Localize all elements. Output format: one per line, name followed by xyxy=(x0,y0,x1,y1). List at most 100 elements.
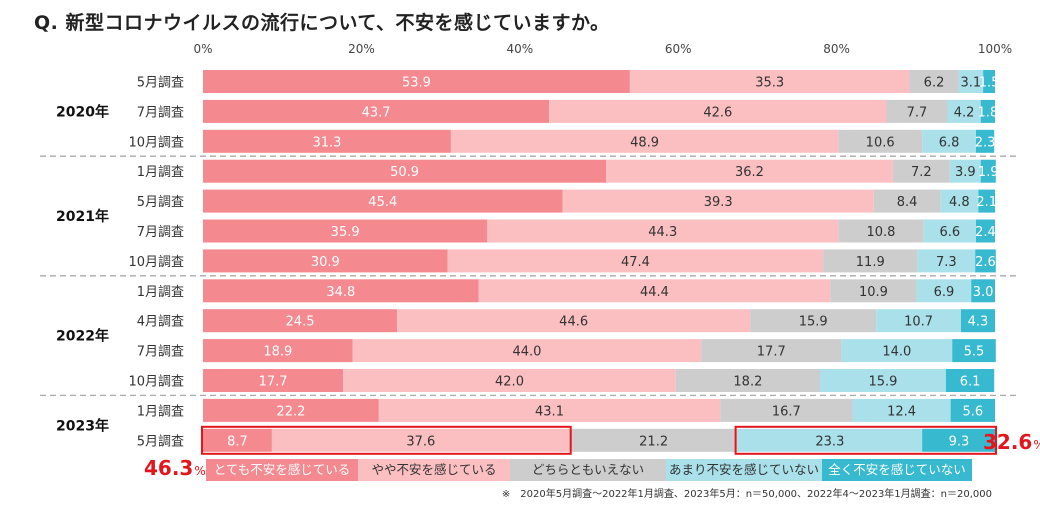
summary-anxious-value: 46.3 xyxy=(144,456,194,480)
bar-segment xyxy=(975,249,996,273)
data-label: 12.4 xyxy=(887,404,916,419)
data-label: 53.9 xyxy=(402,76,431,91)
bar-segment xyxy=(203,428,272,452)
data-label: 8.4 xyxy=(897,195,918,210)
data-label: 45.4 xyxy=(368,195,397,210)
group-year-label: 2022年 xyxy=(56,328,109,345)
bar-segment xyxy=(960,309,995,333)
data-label: 1.9 xyxy=(978,165,999,180)
data-label: 9.3 xyxy=(949,434,970,449)
group-year-label: 2023年 xyxy=(56,417,109,434)
bar-segment xyxy=(549,99,887,123)
bar-segment xyxy=(980,99,995,123)
row-label: 5月調査 xyxy=(137,434,184,449)
row-label: 1月調査 xyxy=(137,285,184,300)
row-label: 5月調査 xyxy=(137,195,184,210)
data-label: 11.9 xyxy=(856,255,885,270)
data-label: 4.2 xyxy=(954,105,975,120)
data-label: 50.9 xyxy=(390,165,419,180)
bar-segment xyxy=(945,369,995,392)
legend-item-not-anxious-at-all: 全く不安を感じていない xyxy=(822,459,972,481)
summary-not-anxious: 32.6% xyxy=(983,430,1040,454)
bar-segment xyxy=(203,309,398,333)
data-label: 4.3 xyxy=(968,315,989,330)
bar-segment xyxy=(675,369,820,392)
bar-segment xyxy=(852,398,951,422)
bar-segment xyxy=(203,189,563,213)
data-label: 18.2 xyxy=(733,375,762,390)
highlight-box-anxious xyxy=(201,425,572,455)
data-label: 17.7 xyxy=(259,375,288,390)
bar-segment xyxy=(562,189,874,213)
data-label: 36.2 xyxy=(735,165,764,180)
x-tick-label: 20% xyxy=(348,42,375,56)
x-tick-label: 0% xyxy=(193,42,212,56)
summary-not-anxious-value: 32.6 xyxy=(983,430,1033,454)
data-label: 31.3 xyxy=(312,135,341,150)
data-label: 44.3 xyxy=(648,225,677,240)
data-label: 44.4 xyxy=(640,285,669,300)
bar-segment xyxy=(876,309,961,333)
data-label: 10.7 xyxy=(904,315,933,330)
data-label: 47.4 xyxy=(621,255,650,270)
bar-segment xyxy=(923,219,976,243)
row-label: 7月調査 xyxy=(137,345,184,360)
bar-segment xyxy=(940,189,979,213)
data-label: 23.3 xyxy=(815,434,844,449)
data-label: 5.6 xyxy=(962,404,983,419)
data-label: 43.7 xyxy=(362,105,391,120)
data-label: 10.8 xyxy=(866,225,895,240)
data-label: 15.9 xyxy=(799,315,828,330)
summary-anxious: 46.3% xyxy=(144,456,206,480)
data-label: 1.8 xyxy=(978,105,999,120)
x-tick-label: 60% xyxy=(665,42,692,56)
data-label: 24.5 xyxy=(286,315,315,330)
row-label: 10月調査 xyxy=(128,135,184,150)
row-label: 7月調査 xyxy=(137,225,184,240)
bar-segment xyxy=(892,159,950,183)
bar-segment xyxy=(629,70,910,93)
data-label: 4.8 xyxy=(949,195,970,210)
bar-segment xyxy=(720,398,853,422)
bar-segment xyxy=(958,70,984,93)
legend-item-not-very-anxious: あまり不安を感じていない xyxy=(666,459,822,481)
data-label: 7.2 xyxy=(911,165,932,180)
data-label: 2.6 xyxy=(975,255,996,270)
data-label: 21.2 xyxy=(639,434,668,449)
bar-segment xyxy=(271,428,570,452)
row-label: 10月調査 xyxy=(128,375,184,390)
bar-segment xyxy=(949,159,981,183)
bar-segment xyxy=(975,129,995,153)
bar-segment xyxy=(606,159,893,183)
data-label: 39.3 xyxy=(704,195,733,210)
legend-item-neutral: どちらともいえない xyxy=(510,459,666,481)
bar-segment xyxy=(478,279,831,303)
data-label: 2.3 xyxy=(975,135,996,150)
bar-segment xyxy=(203,70,630,93)
data-label: 3.1 xyxy=(961,76,982,91)
bar-segment xyxy=(819,369,946,392)
data-label: 10.6 xyxy=(866,135,895,150)
data-label: 35.3 xyxy=(755,76,784,91)
bar-segment xyxy=(737,428,923,452)
bar-segment xyxy=(950,398,995,422)
bar-segment xyxy=(203,99,550,123)
legend: とても不安を感じている やや不安を感じている どちらともいえない あまり不安を感… xyxy=(206,459,972,481)
summary-anxious-unit: % xyxy=(194,464,206,478)
row-label: 4月調査 xyxy=(137,315,184,330)
bar-segment xyxy=(203,219,488,243)
data-label: 6.9 xyxy=(934,285,955,300)
data-label: 30.9 xyxy=(311,255,340,270)
bar-segment xyxy=(447,249,824,273)
bar-segment xyxy=(823,249,918,273)
data-label: 1.5 xyxy=(979,76,1000,91)
data-label: 17.7 xyxy=(757,345,786,360)
bar-segment xyxy=(397,309,751,333)
data-label: 7.3 xyxy=(936,255,957,270)
bar-segment xyxy=(450,129,839,153)
bar-segment xyxy=(203,159,607,183)
data-label: 22.2 xyxy=(276,404,305,419)
bar-segment xyxy=(952,339,996,363)
bar-segment xyxy=(203,339,353,363)
